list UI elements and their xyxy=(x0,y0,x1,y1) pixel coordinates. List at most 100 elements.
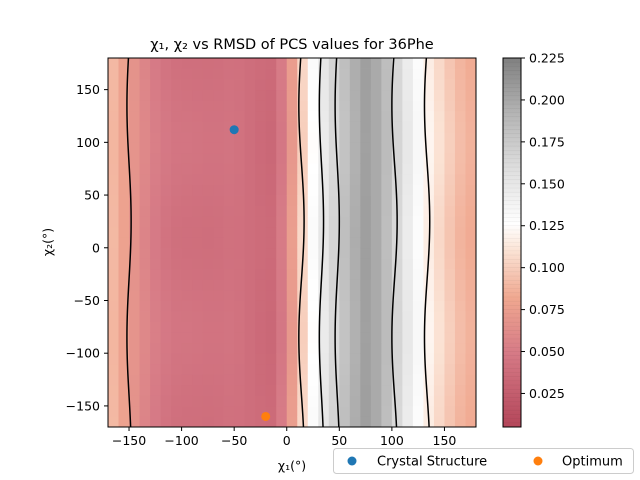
heatmap-cell xyxy=(349,384,361,396)
heatmap-cell xyxy=(244,89,256,101)
heatmap-cell xyxy=(171,374,182,386)
heatmap-cell xyxy=(360,374,372,386)
heatmap-cell xyxy=(286,226,298,238)
heatmap-cell xyxy=(276,195,288,206)
heatmap-cell xyxy=(381,216,393,228)
heatmap-cell xyxy=(412,395,424,407)
heatmap-cell xyxy=(339,247,351,259)
heatmap-cell xyxy=(307,121,319,133)
x-tick-label: 150 xyxy=(433,433,457,448)
heatmap-cell xyxy=(171,205,182,217)
heatmap-cell xyxy=(454,353,466,365)
heatmap-cell xyxy=(423,58,435,69)
heatmap-cell xyxy=(181,332,193,344)
heatmap-cell xyxy=(223,68,235,80)
heatmap-cell xyxy=(433,58,445,69)
heatmap-cell xyxy=(370,332,382,344)
contour-line xyxy=(334,58,341,427)
chart-title: χ₁, χ₂ vs RMSD of PCS values for 36Phe xyxy=(150,37,433,53)
heatmap-cell xyxy=(160,131,172,143)
heatmap-cell xyxy=(160,195,172,206)
heatmap-cell xyxy=(213,311,225,322)
heatmap-cell xyxy=(118,405,130,417)
heatmap-cell xyxy=(255,205,267,217)
heatmap-cell xyxy=(244,226,256,238)
heatmap-cell xyxy=(108,311,119,322)
heatmap-cell xyxy=(129,321,140,333)
heatmap-cell xyxy=(234,384,246,396)
heatmap-cell xyxy=(171,121,182,133)
heatmap-cell xyxy=(150,163,161,175)
heatmap-cell xyxy=(433,268,445,280)
heatmap-cell xyxy=(255,268,267,280)
heatmap-cell xyxy=(223,416,235,427)
heatmap-cell xyxy=(402,268,414,280)
heatmap-cell xyxy=(286,142,298,154)
heatmap-cell xyxy=(171,163,182,175)
heatmap-cell xyxy=(139,268,151,280)
heatmap-cell xyxy=(223,279,235,291)
heatmap-cell xyxy=(213,173,225,185)
heatmap-cell xyxy=(129,68,140,80)
heatmap-cell xyxy=(328,300,340,312)
heatmap-cell xyxy=(307,321,319,333)
heatmap-cell xyxy=(265,68,277,80)
heatmap-cell xyxy=(160,342,172,354)
heatmap-cell xyxy=(360,58,372,69)
contour-lines xyxy=(126,58,431,427)
heatmap-cell xyxy=(160,184,172,196)
heatmap-cell xyxy=(328,279,340,291)
heatmap-cell xyxy=(402,395,414,407)
heatmap-cell xyxy=(381,121,393,133)
heatmap-cell xyxy=(454,110,466,122)
heatmap-cell xyxy=(433,384,445,396)
heatmap-cell xyxy=(465,163,476,175)
heatmap-cell xyxy=(192,332,204,344)
heatmap-cell xyxy=(370,100,382,112)
heatmap-cell xyxy=(276,332,288,344)
heatmap-cell xyxy=(192,173,204,185)
heatmap-cell xyxy=(370,395,382,407)
heatmap-cell xyxy=(181,100,193,112)
heatmap-cell xyxy=(213,268,225,280)
heatmap-cell xyxy=(118,216,130,228)
heatmap-cell xyxy=(402,226,414,238)
heatmap-cell xyxy=(370,79,382,91)
heatmap-cell xyxy=(339,195,351,206)
heatmap-cell xyxy=(349,395,361,407)
heatmap-cell xyxy=(360,416,372,427)
heatmap-cell xyxy=(423,342,435,354)
heatmap-cell xyxy=(391,131,403,143)
heatmap-cell xyxy=(244,384,256,396)
heatmap-cell xyxy=(286,268,298,280)
heatmap-cell xyxy=(454,79,466,91)
heatmap-cell xyxy=(412,184,424,196)
heatmap-cell xyxy=(465,342,476,354)
heatmap-cell xyxy=(118,300,130,312)
heatmap-cell xyxy=(181,142,193,154)
heatmap-cell xyxy=(223,353,235,365)
heatmap-cell xyxy=(139,58,151,69)
heatmap-cell xyxy=(171,131,182,143)
heatmap-cell xyxy=(328,79,340,91)
heatmap-cell xyxy=(118,395,130,407)
heatmap-cell xyxy=(307,374,319,386)
heatmap-cell xyxy=(360,384,372,396)
heatmap-cell xyxy=(244,163,256,175)
heatmap-cell xyxy=(360,173,372,185)
heatmap-cell xyxy=(328,289,340,301)
heatmap-cell xyxy=(171,173,182,185)
heatmap-cell xyxy=(202,332,214,344)
y-axis: −150 −100 −50 0 50 100 150 xyxy=(66,82,108,413)
x-tick-label: 50 xyxy=(331,433,347,448)
heatmap-cell xyxy=(276,100,288,112)
heatmap-cell xyxy=(412,374,424,386)
heatmap-cell xyxy=(244,58,256,69)
heatmap-cell xyxy=(160,110,172,122)
heatmap-cell xyxy=(454,321,466,333)
heatmap-cell xyxy=(171,300,182,312)
heatmap-cell xyxy=(118,79,130,91)
heatmap-cell xyxy=(108,247,119,259)
heatmap-cell xyxy=(370,258,382,270)
